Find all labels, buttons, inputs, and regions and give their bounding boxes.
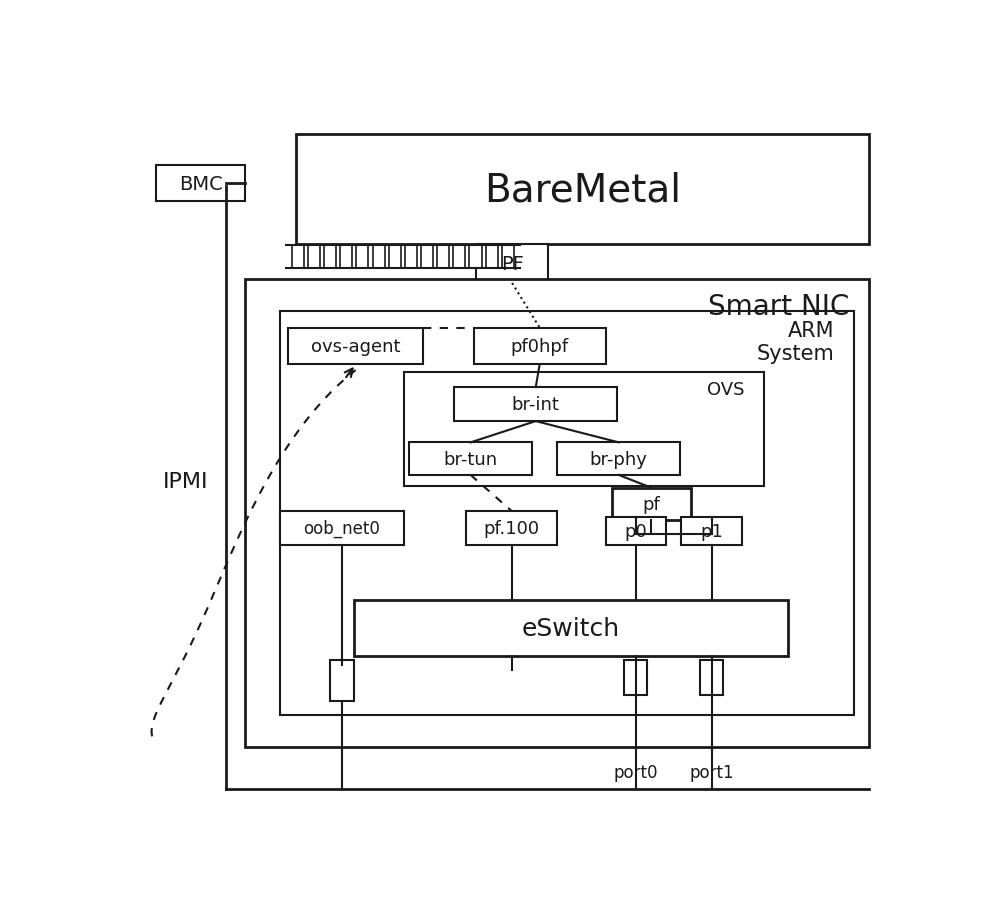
Bar (389, 246, 401, 268)
Text: pf0hpf: pf0hpf (511, 337, 569, 356)
Text: p1: p1 (700, 522, 723, 540)
Text: port0: port0 (613, 763, 658, 781)
Bar (288, 328, 423, 365)
Text: BMC: BMC (179, 175, 222, 193)
Bar (404, 372, 764, 487)
Text: pf: pf (642, 495, 660, 514)
Bar (340, 246, 352, 268)
Text: port1: port1 (689, 763, 734, 781)
Bar (469, 246, 482, 268)
Bar (354, 600, 788, 656)
Text: ARM
System: ARM System (756, 321, 834, 364)
Bar (324, 246, 336, 268)
Bar (280, 512, 404, 546)
Bar (437, 246, 449, 268)
Bar (356, 246, 368, 268)
Bar (681, 517, 742, 546)
Bar (476, 244, 548, 284)
Text: BareMetal: BareMetal (484, 171, 681, 209)
Bar (405, 246, 417, 268)
Bar (454, 388, 617, 422)
Bar (308, 246, 320, 268)
Text: IPMI: IPMI (163, 471, 208, 492)
Bar (624, 660, 647, 696)
Text: OVS: OVS (708, 380, 745, 399)
Bar (280, 312, 854, 715)
Text: br-phy: br-phy (590, 450, 648, 468)
Bar (409, 443, 532, 475)
Text: pf.100: pf.100 (484, 519, 540, 538)
Text: Smart NIC: Smart NIC (708, 293, 850, 321)
Text: oob_net0: oob_net0 (304, 519, 380, 538)
Bar (557, 443, 680, 475)
Bar (373, 246, 385, 268)
Bar (474, 328, 606, 365)
Bar (245, 280, 869, 747)
Bar (296, 135, 869, 244)
Text: br-int: br-int (512, 396, 560, 414)
Bar (156, 165, 245, 202)
Text: ovs-agent: ovs-agent (311, 337, 400, 356)
Bar (466, 512, 557, 546)
Bar (700, 660, 723, 696)
Bar (292, 246, 304, 268)
Bar (330, 660, 354, 701)
Text: p0: p0 (624, 522, 647, 540)
Bar (486, 246, 498, 268)
Text: br-tun: br-tun (444, 450, 498, 468)
Bar (453, 246, 465, 268)
Text: PF: PF (501, 255, 524, 274)
Bar (612, 488, 691, 521)
Bar (606, 517, 666, 546)
Text: eSwitch: eSwitch (522, 617, 620, 641)
Bar (502, 246, 514, 268)
Bar (421, 246, 433, 268)
